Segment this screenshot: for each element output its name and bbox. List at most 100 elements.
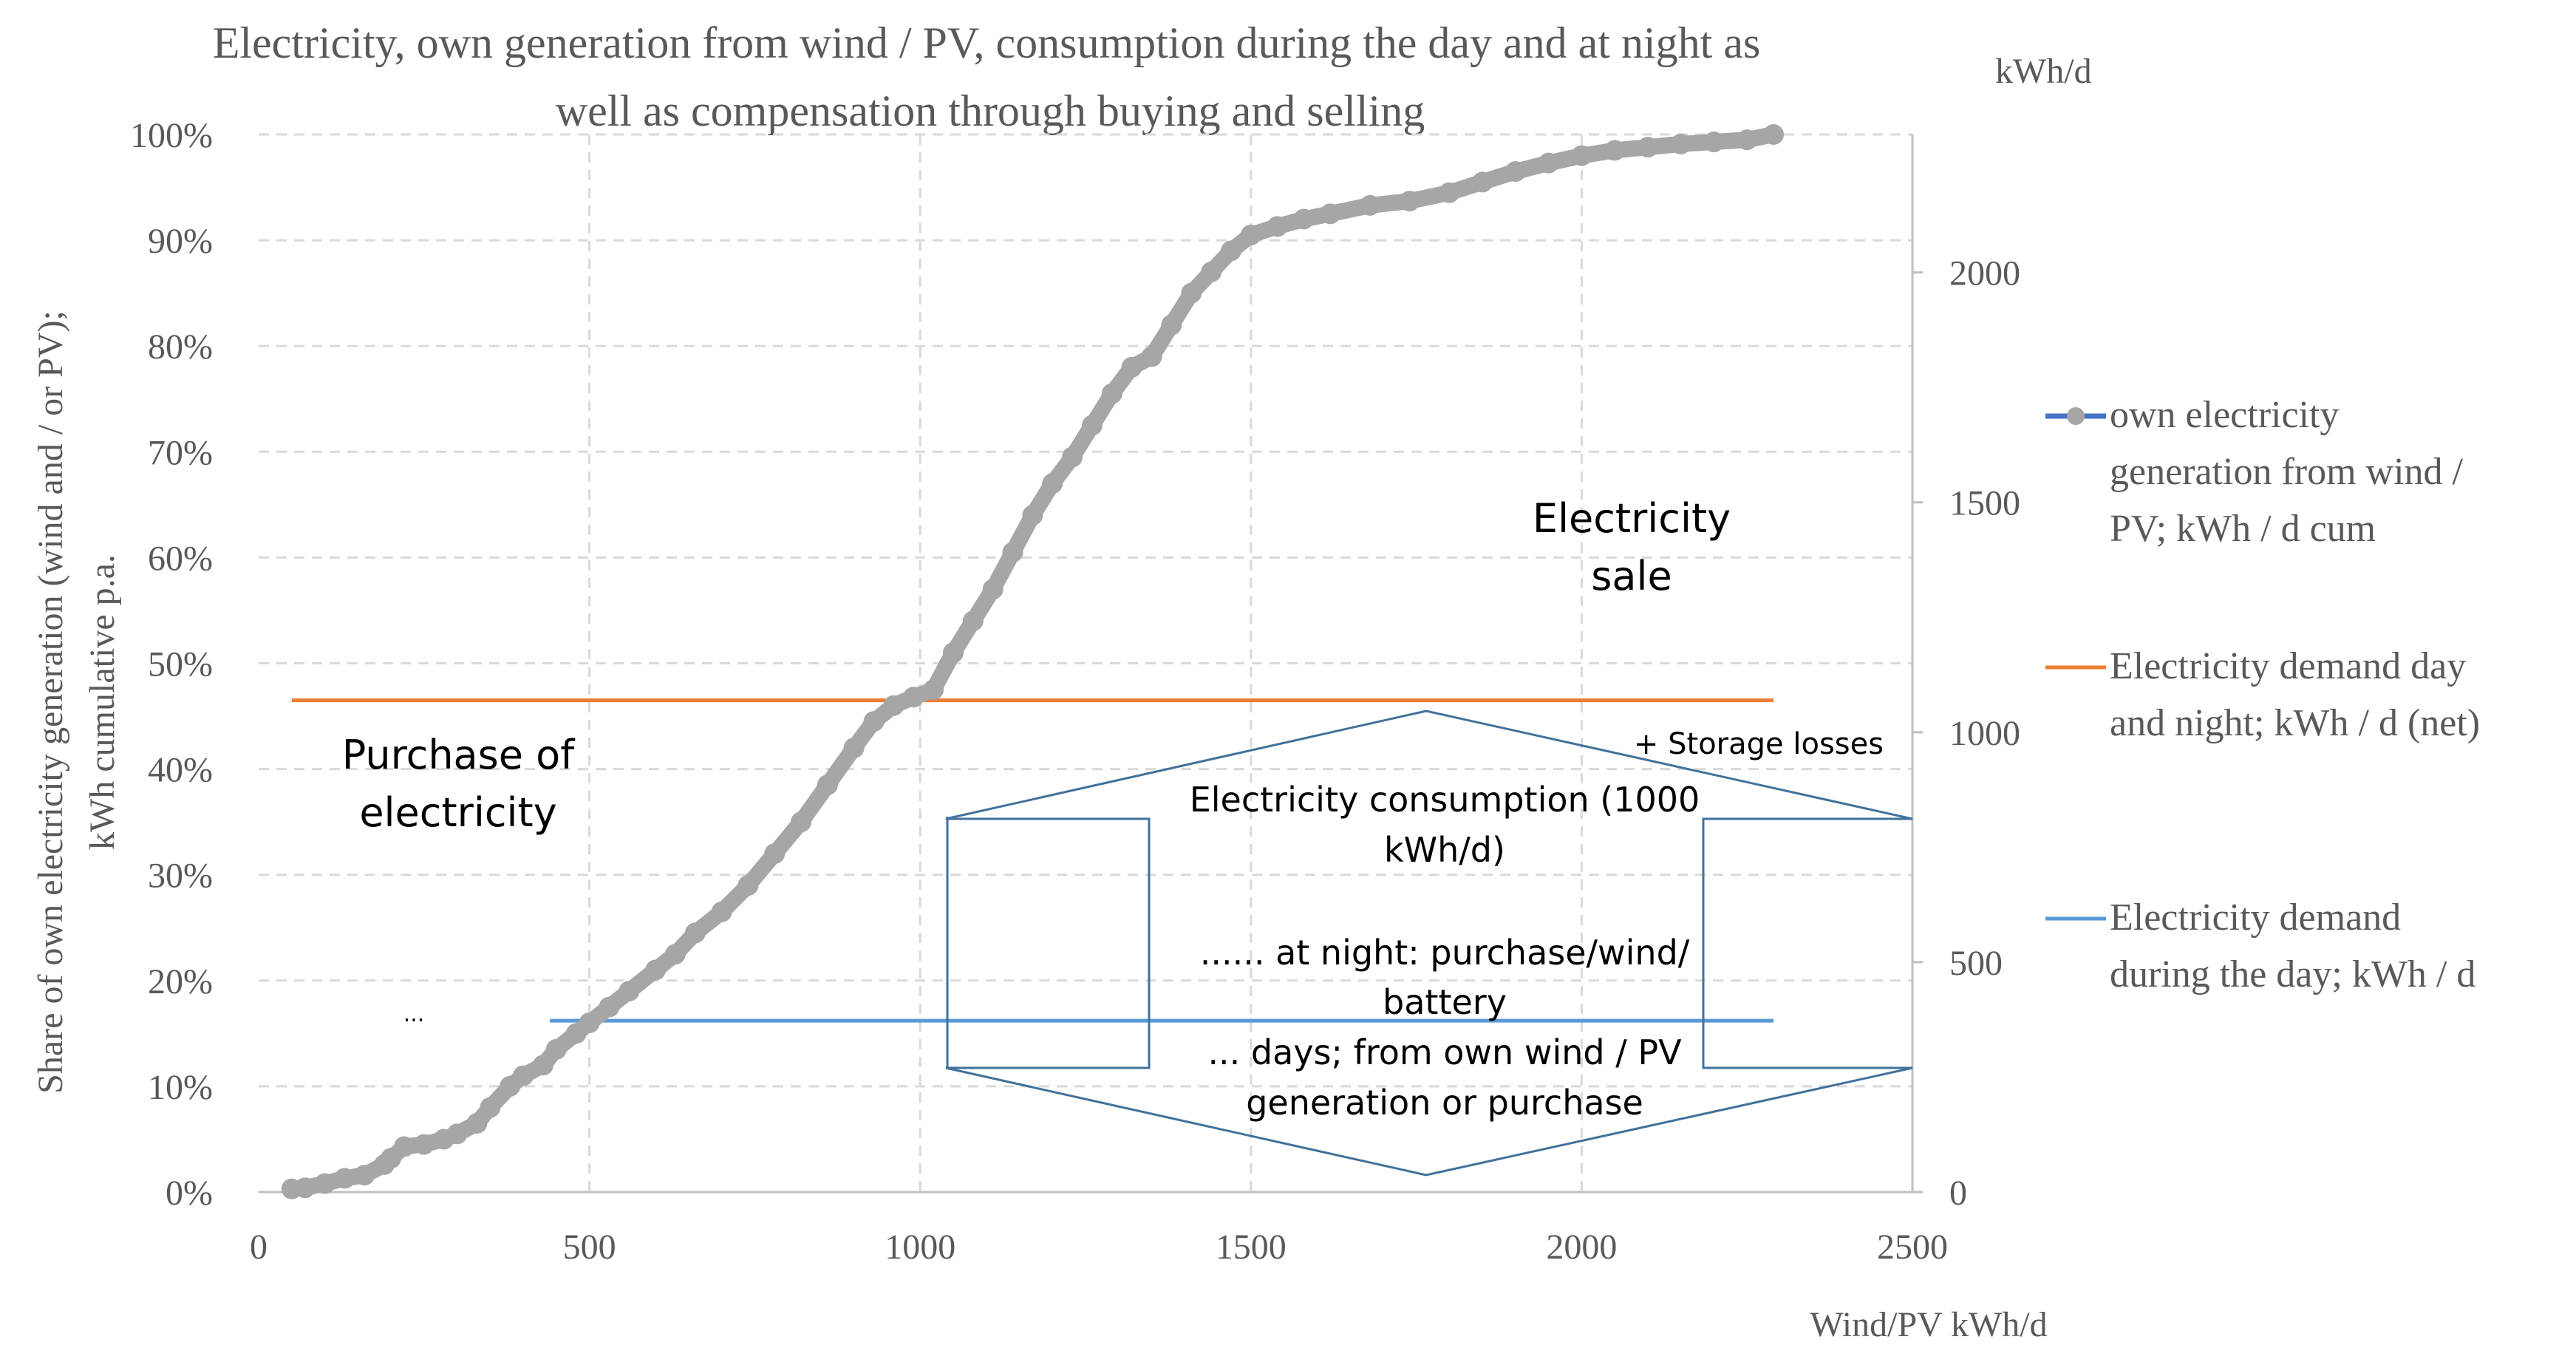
ellipsis-label: ... [403, 1001, 425, 1027]
generation-point [883, 695, 904, 716]
y-left-tick-label: 10% [148, 1068, 213, 1107]
x-tick-label: 2000 [1546, 1228, 1617, 1267]
generation-point [354, 1165, 375, 1186]
generation-point [684, 922, 706, 944]
y-left-tick-label: 50% [148, 645, 213, 684]
x-tick-label: 1000 [885, 1228, 955, 1267]
generation-point [923, 679, 944, 701]
y-left-tick-label: 70% [148, 433, 213, 472]
legend-day-line-1: Electricity demand [2110, 896, 2401, 939]
right-axis-label: kWh/d [1995, 52, 2092, 91]
y-right-tick-label: 0 [1949, 1174, 1967, 1213]
generation-point [1022, 505, 1043, 526]
consumption-label-line-1: Electricity consumption (1000 [1190, 780, 1700, 820]
generation-point [1220, 240, 1241, 262]
y-right-tick-label: 1500 [1949, 484, 2020, 523]
generation-point [1062, 446, 1083, 468]
generation-point [817, 775, 838, 796]
generation-point [446, 1123, 468, 1145]
generation-point [545, 1038, 567, 1060]
generation-point [737, 875, 759, 896]
y-left-tick-label: 20% [148, 962, 213, 1001]
generation-point [1670, 133, 1691, 154]
generation-point [314, 1173, 335, 1194]
left-axis-title-line-2: kWh cumulative p.a. [83, 554, 122, 850]
generation-point [1763, 124, 1785, 145]
generation-point [1141, 346, 1162, 367]
x-axis-title: Wind/PV kWh/d [1810, 1305, 2047, 1344]
generation-point [1538, 152, 1559, 174]
x-tick-label: 2500 [1877, 1228, 1948, 1267]
legend-generation-line-2: generation from wind / [2110, 451, 2464, 493]
generation-point [982, 579, 1004, 600]
y-right-tick-label: 500 [1949, 944, 2003, 983]
generation-point [1042, 473, 1063, 494]
generation-point [1505, 161, 1526, 183]
legend-generation-line-3: PV; kWh / d cum [2110, 508, 2376, 550]
generation-point [480, 1097, 501, 1118]
night-label-line-2: battery [1383, 982, 1507, 1022]
generation-point [1161, 314, 1182, 336]
y-right-tick-label: 2000 [1949, 254, 2020, 293]
generation-point [1121, 356, 1142, 378]
generation-point [1439, 182, 1460, 203]
generation-curve [283, 126, 1782, 1197]
generation-point [1267, 216, 1288, 237]
generation-point [1472, 171, 1493, 193]
generation-point [863, 711, 885, 732]
generation-point [1737, 129, 1758, 151]
grid [259, 133, 1912, 1192]
days-label-line-1: ... days; from own wind / PV [1207, 1032, 1682, 1072]
generation-point [1399, 191, 1420, 212]
generation-point [1181, 282, 1202, 304]
generation-point [294, 1177, 316, 1199]
generation-point [1081, 415, 1103, 436]
generation-point [962, 610, 984, 632]
legend: own electricity generation from wind / P… [2045, 394, 2480, 995]
purchase-label-line-1: Purchase of [342, 732, 576, 778]
chart-title-line-2: well as compensation through buying and … [556, 86, 1425, 135]
sale-label-line-1: Electricity [1533, 495, 1731, 542]
generation-point [513, 1065, 534, 1086]
generation-point [393, 1136, 415, 1157]
y-left-tick-label: 30% [148, 857, 213, 896]
y-left-tick-label: 60% [148, 539, 213, 578]
x-tick-label: 0 [250, 1228, 268, 1267]
generation-point [619, 981, 640, 1002]
consumption-label-line-2: kWh/d) [1384, 830, 1505, 870]
legend-day-night-line-1: Electricity demand day [2110, 645, 2466, 687]
generation-point [466, 1112, 488, 1134]
days-label-line-2: generation or purchase [1246, 1083, 1643, 1123]
generation-point [1359, 194, 1380, 216]
generation-point [843, 737, 865, 758]
y-right-tick-label: 1000 [1949, 714, 2020, 753]
generation-point [1002, 542, 1023, 563]
generation-point [1320, 203, 1341, 225]
generation-series [281, 124, 1785, 1199]
legend-day-night-line-2: and night; kWh / d (net) [2110, 702, 2480, 744]
y-left-tick-label: 100% [130, 116, 213, 155]
left-axis-title-line-1: Share of own electricity generation (win… [31, 310, 70, 1094]
generation-point [334, 1168, 355, 1189]
storage-losses-label: + Storage losses [1634, 727, 1884, 761]
y-left-tick-label: 90% [148, 222, 213, 261]
x-tick-label: 500 [563, 1228, 616, 1267]
generation-point [1201, 262, 1222, 283]
generation-point [599, 996, 620, 1018]
generation-point [903, 687, 924, 708]
legend-generation-line-1: own electricity [2110, 394, 2339, 436]
legend-day-line-2: during the day; kWh / d [2110, 953, 2476, 995]
generation-point [645, 959, 667, 981]
purchase-label-line-2: electricity [359, 789, 556, 836]
chart-title-line-1: Electricity, own generation from wind / … [213, 18, 1761, 67]
y-left-tick-label: 40% [148, 751, 213, 790]
generation-point [1571, 145, 1592, 166]
sale-label-line-2: sale [1591, 553, 1672, 599]
axes [259, 135, 1914, 1194]
consumption-arrow-shape [945, 709, 1913, 1177]
demand-lines [291, 698, 1774, 1023]
annotations: Electricity sale Purchase of electricity… [342, 495, 1884, 1123]
generation-point [1293, 208, 1315, 230]
generation-point [664, 944, 686, 965]
